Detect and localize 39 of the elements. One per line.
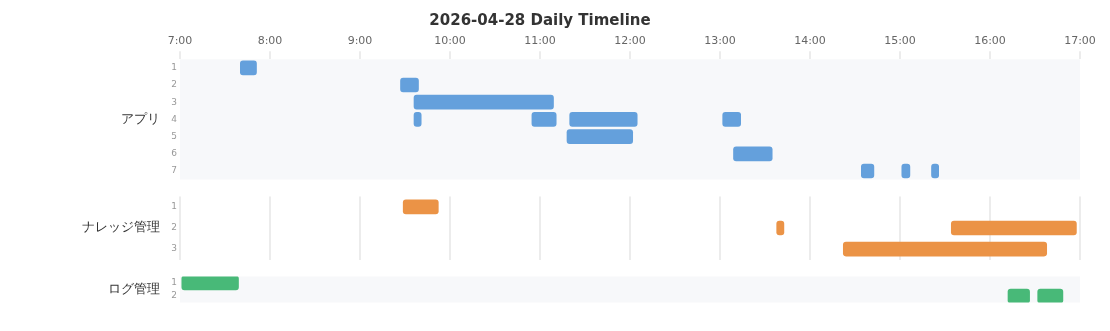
bar (722, 112, 742, 127)
x-tick-label: 15:00 (884, 34, 916, 48)
x-tick-label: 14:00 (794, 34, 826, 48)
bar (950, 220, 1077, 236)
y-tick-label: 1 (171, 201, 177, 212)
bar (569, 112, 638, 127)
y-tick-label: 5 (171, 130, 177, 141)
chart-title: 2026-04-28 Daily Timeline (429, 10, 651, 29)
bar (842, 241, 1048, 257)
y-tick-label: 4 (171, 113, 178, 124)
y-tick-label: 2 (171, 222, 177, 233)
bar (531, 112, 557, 127)
bar (566, 129, 634, 144)
x-tick-label: 7:00 (167, 34, 193, 48)
x-tick-label: 8:00 (257, 34, 283, 48)
y-tick-label: 1 (171, 277, 177, 288)
y-tick-label: 7 (171, 165, 177, 176)
bar (413, 94, 554, 110)
bar (402, 199, 439, 215)
x-tick-label: 17:00 (1064, 34, 1096, 48)
bar (860, 163, 875, 179)
y-axis-title: アプリ (121, 110, 160, 126)
y-tick-label: 3 (171, 243, 177, 254)
y-tick-label: 2 (171, 290, 177, 301)
x-tick-label: 12:00 (614, 34, 646, 48)
y-axis-title: ログ管理 (108, 280, 160, 296)
x-tick-label: 13:00 (704, 34, 736, 48)
x-tick-label: 11:00 (524, 34, 556, 48)
bar (239, 60, 257, 76)
y-axis-title: ナレッジ管理 (82, 219, 160, 235)
y-tick-label: 1 (171, 62, 177, 73)
y-tick-label: 6 (171, 148, 178, 159)
x-tick-label: 10:00 (434, 34, 466, 48)
bar (400, 77, 419, 93)
y-tick-label: 2 (171, 79, 177, 90)
bar (733, 146, 773, 162)
y-tick-label: 3 (171, 96, 177, 107)
x-tick-label: 16:00 (974, 34, 1006, 48)
x-tick-label: 9:00 (347, 34, 373, 48)
